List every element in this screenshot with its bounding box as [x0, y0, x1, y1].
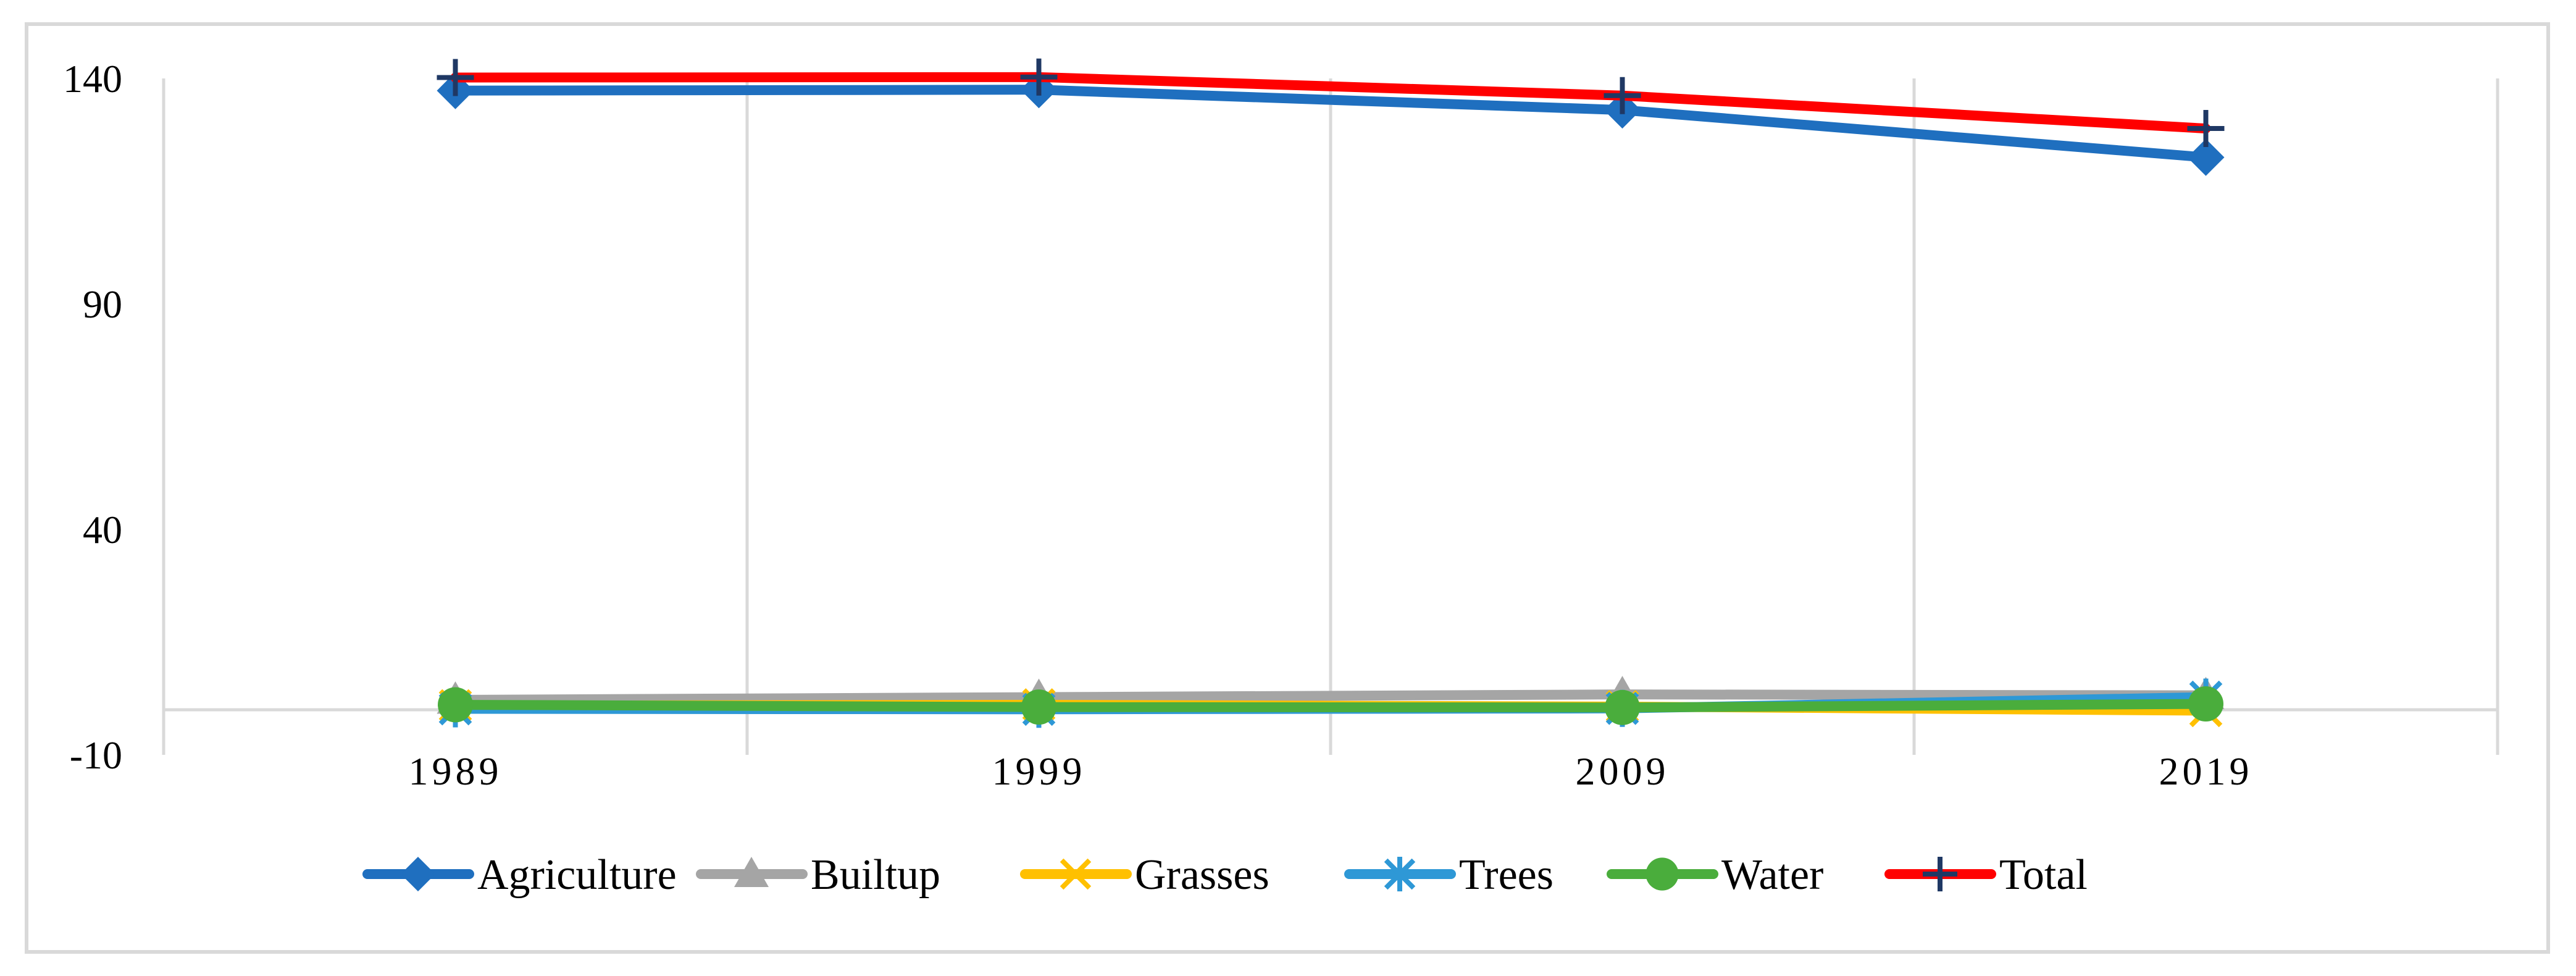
data-point: [2187, 110, 2225, 148]
x-tick-label: 1999: [992, 749, 1086, 793]
data-point: [1604, 77, 1641, 114]
x-tick-label: 2019: [2159, 749, 2253, 793]
legend-label: Total: [1999, 851, 2088, 899]
legend-label: Trees: [1459, 851, 1554, 899]
legend-label: Builtup: [811, 851, 940, 899]
axis-layer: -10 40 90 140 1989 1999 2009 2019: [63, 57, 2498, 793]
series-layer: [437, 58, 2225, 728]
chart-frame: [25, 22, 2550, 954]
legend-label: Grasses: [1135, 851, 1269, 899]
data-point: [1060, 858, 1092, 890]
series-water: [438, 686, 2223, 725]
legend-label: Water: [1721, 851, 1823, 899]
legend-label: Agriculture: [477, 851, 677, 899]
data-point: [1021, 689, 1056, 725]
legend-entry-water: Water: [1607, 851, 1823, 899]
data-point: [1646, 857, 1679, 891]
grid-layer: [162, 78, 2499, 755]
series-line: [450, 689, 2211, 705]
y-tick-label: 140: [63, 57, 122, 101]
series-total: [437, 58, 2225, 148]
data-point: [2188, 686, 2223, 722]
legend: Agriculture Builtup Grasses Trees Water Total: [362, 851, 2088, 899]
data-point: [1923, 857, 1957, 891]
legend-entry-trees: Trees: [1344, 851, 1554, 899]
x-tick-label: 1989: [409, 749, 503, 793]
data-point: [2187, 138, 2225, 176]
x-tick-label: 2009: [1576, 749, 1670, 793]
data-point: [1384, 857, 1416, 891]
legend-entry-builtup: Builtup: [696, 851, 940, 899]
series-line: [450, 699, 2211, 713]
y-tick-label: -10: [70, 733, 122, 777]
series-line: [450, 72, 2211, 134]
data-point: [438, 687, 473, 723]
data-point: [1605, 689, 1640, 725]
y-tick-label: 90: [83, 282, 122, 326]
data-point: [437, 59, 474, 96]
y-tick-label: 40: [83, 508, 122, 552]
data-point: [1020, 58, 1058, 96]
series-line: [450, 85, 2211, 162]
marker-stroke: [1060, 858, 1092, 890]
data-point: [734, 857, 769, 887]
legend-entry-grasses: Grasses: [1020, 851, 1269, 899]
legend-entry-total: Total: [1884, 851, 2088, 899]
legend-entry-agriculture: Agriculture: [362, 851, 677, 899]
data-point: [401, 857, 435, 891]
